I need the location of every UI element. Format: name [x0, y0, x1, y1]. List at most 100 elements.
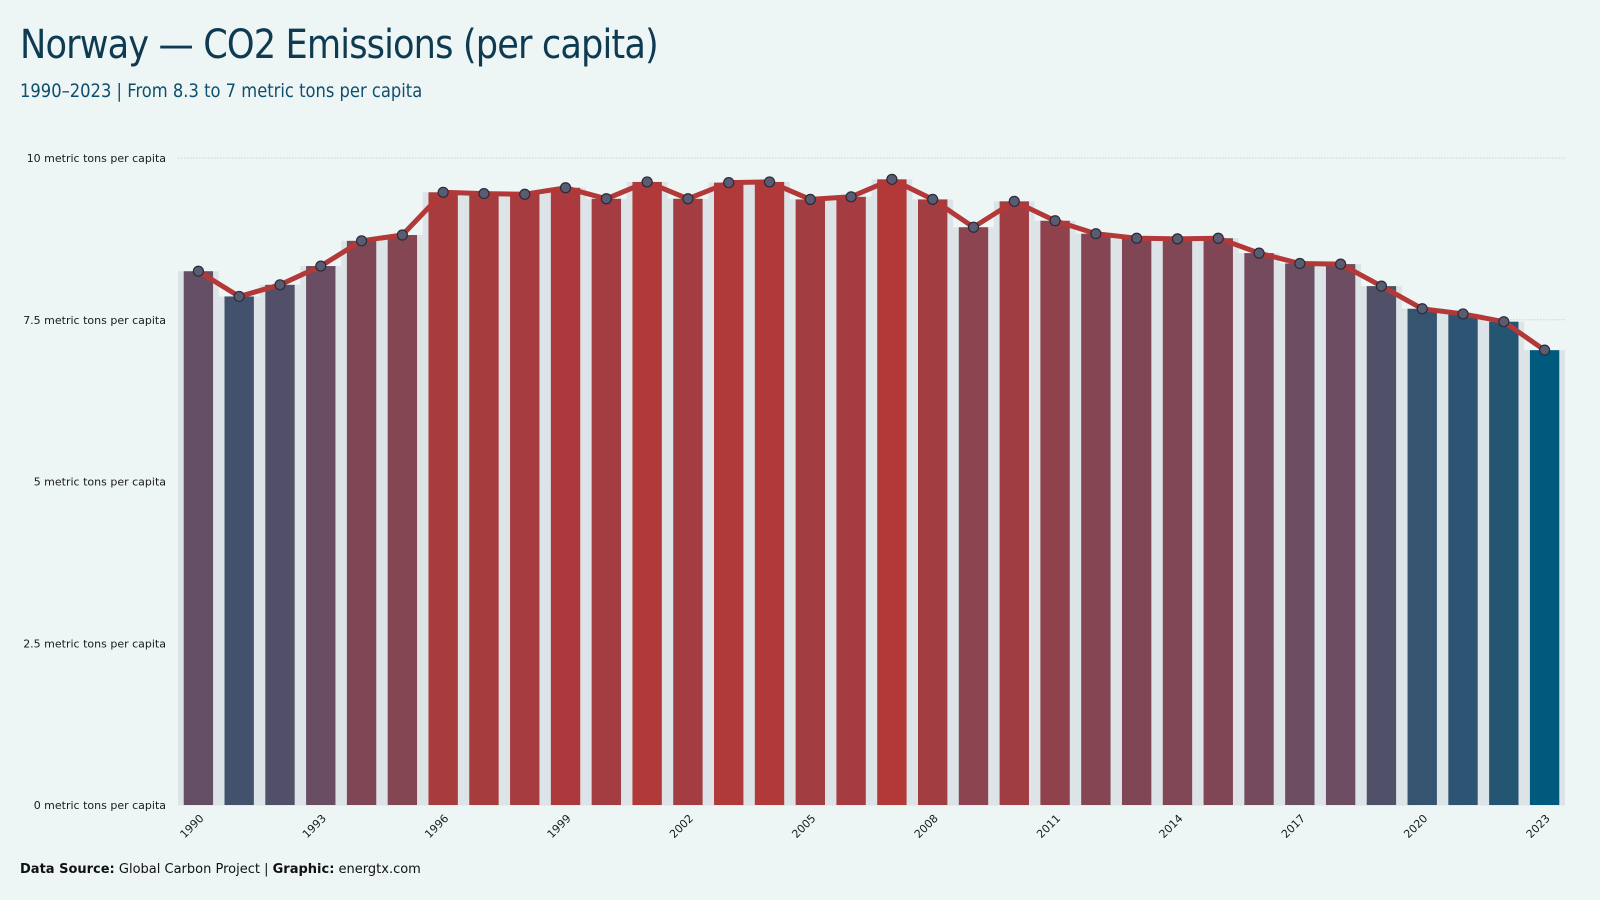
bar-2005 — [795, 199, 825, 805]
point-2013 — [1131, 232, 1143, 244]
point-1993 — [315, 260, 327, 272]
caption: Data Source: Global Carbon Project | Gra… — [20, 862, 421, 877]
point-2012 — [1090, 228, 1102, 240]
source-value: Global Carbon Project — [118, 862, 260, 877]
point-2008 — [927, 193, 939, 206]
x-tick-label: 2011 — [1034, 812, 1063, 841]
bars — [183, 179, 1560, 806]
bar-2014 — [1162, 238, 1193, 805]
point-2007 — [886, 173, 898, 185]
point-2003 — [723, 176, 735, 189]
point-2000 — [600, 193, 612, 205]
point-2023 — [1539, 344, 1551, 356]
point-1998 — [519, 188, 531, 200]
bar-2000 — [591, 198, 622, 806]
point-2021 — [1457, 308, 1469, 320]
trend-line — [195, 176, 1548, 353]
bar-1999 — [550, 187, 581, 806]
bar-1994 — [346, 240, 377, 806]
point-2017 — [1294, 257, 1306, 270]
y-tick-label: 5 metric tons per capita — [34, 476, 166, 489]
graphic-value: energtx.com — [338, 862, 421, 877]
bar-2020 — [1407, 308, 1437, 805]
bar-2023 — [1529, 350, 1560, 805]
point-2001 — [641, 176, 653, 188]
point-1994 — [355, 235, 368, 247]
chart-subtitle: 1990–2023 | From 8.3 to 7 metric tons pe… — [20, 80, 423, 102]
x-tick-label: 2002 — [667, 812, 696, 841]
bar-2015 — [1203, 238, 1233, 805]
bar-2008 — [918, 199, 948, 805]
bar-2019 — [1366, 286, 1397, 806]
bar-2022 — [1489, 321, 1519, 805]
bar-2010 — [999, 201, 1029, 805]
point-2004 — [763, 176, 776, 188]
caption-separator: | — [264, 862, 269, 877]
x-tick-label: 1990 — [178, 812, 207, 841]
bar-1992 — [265, 284, 295, 805]
series-line — [195, 176, 1548, 353]
point-2005 — [804, 193, 816, 206]
bar-1998 — [510, 194, 540, 805]
point-1996 — [437, 186, 449, 198]
x-tick-label: 2008 — [912, 812, 941, 841]
bar-1996 — [428, 192, 458, 805]
x-tick-label: 1996 — [422, 812, 451, 841]
point-2014 — [1171, 233, 1184, 245]
y-tick-label: 7.5 metric tons per capita — [23, 314, 166, 327]
point-1992 — [274, 279, 286, 291]
x-tick-label: 2023 — [1524, 812, 1553, 841]
points — [192, 173, 1551, 356]
x-tick-label: 2014 — [1157, 812, 1186, 841]
bar-2009 — [958, 227, 989, 805]
bar-2006 — [836, 196, 866, 805]
point-2020 — [1416, 303, 1428, 315]
point-2002 — [682, 193, 694, 205]
bar-2013 — [1121, 238, 1152, 805]
point-1995 — [396, 229, 408, 241]
point-2016 — [1253, 247, 1265, 259]
bar-2004 — [754, 181, 785, 806]
bar-1991 — [224, 296, 254, 805]
y-tick-label: 0 metric tons per capita — [34, 799, 166, 812]
graphic-label: Graphic: — [272, 862, 335, 877]
point-1999 — [559, 182, 572, 194]
point-2010 — [1008, 195, 1020, 207]
point-2022 — [1498, 316, 1510, 328]
y-tick-labels: 0 metric tons per capita 2.5 metric tons … — [23, 152, 166, 812]
bar-2012 — [1081, 233, 1111, 806]
bar-1995 — [387, 234, 418, 806]
x-tick-label: 2020 — [1401, 812, 1430, 841]
bar-2003 — [714, 182, 744, 805]
bar-2021 — [1448, 313, 1478, 805]
x-tick-label: 2017 — [1279, 812, 1308, 841]
bar-1990 — [183, 271, 214, 806]
bar-2018 — [1325, 264, 1356, 805]
bar-2016 — [1244, 253, 1274, 805]
bar-1997 — [469, 193, 499, 805]
bar-2007 — [877, 179, 907, 805]
x-tick-label: 2005 — [789, 812, 818, 841]
point-2009 — [967, 221, 980, 233]
bar-2001 — [632, 181, 662, 806]
point-1990 — [192, 265, 204, 277]
x-tick-label: 1999 — [545, 812, 574, 841]
point-2018 — [1335, 258, 1347, 270]
bar-2002 — [673, 198, 703, 806]
point-1997 — [478, 187, 490, 200]
bar-1993 — [306, 266, 336, 805]
x-tick-labels: 1990 1993 1996 1999 2002 2005 2008 2011 2014 2017… — [178, 812, 1553, 841]
point-2011 — [1049, 215, 1061, 227]
source-label: Data Source: — [20, 862, 115, 877]
point-2006 — [845, 191, 857, 203]
y-tick-label: 10 metric tons per capita — [27, 152, 166, 165]
bar-2011 — [1040, 220, 1070, 805]
point-2015 — [1212, 232, 1224, 244]
point-1991 — [233, 290, 245, 303]
x-tick-label: 1993 — [300, 812, 329, 841]
bar-2017 — [1285, 263, 1315, 805]
y-tick-label: 2.5 metric tons per capita — [23, 637, 166, 650]
point-2019 — [1375, 280, 1388, 292]
chart-title: Norway — CO2 Emissions (per capita) — [20, 22, 659, 68]
